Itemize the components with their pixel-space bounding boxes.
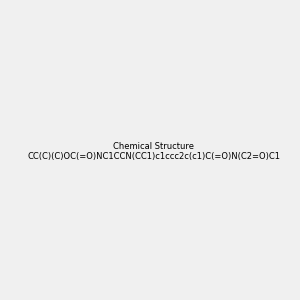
- Text: Chemical Structure
CC(C)(C)OC(=O)NC1CCN(CC1)c1ccc2c(c1)C(=O)N(C2=O)C1: Chemical Structure CC(C)(C)OC(=O)NC1CCN(…: [27, 142, 280, 161]
